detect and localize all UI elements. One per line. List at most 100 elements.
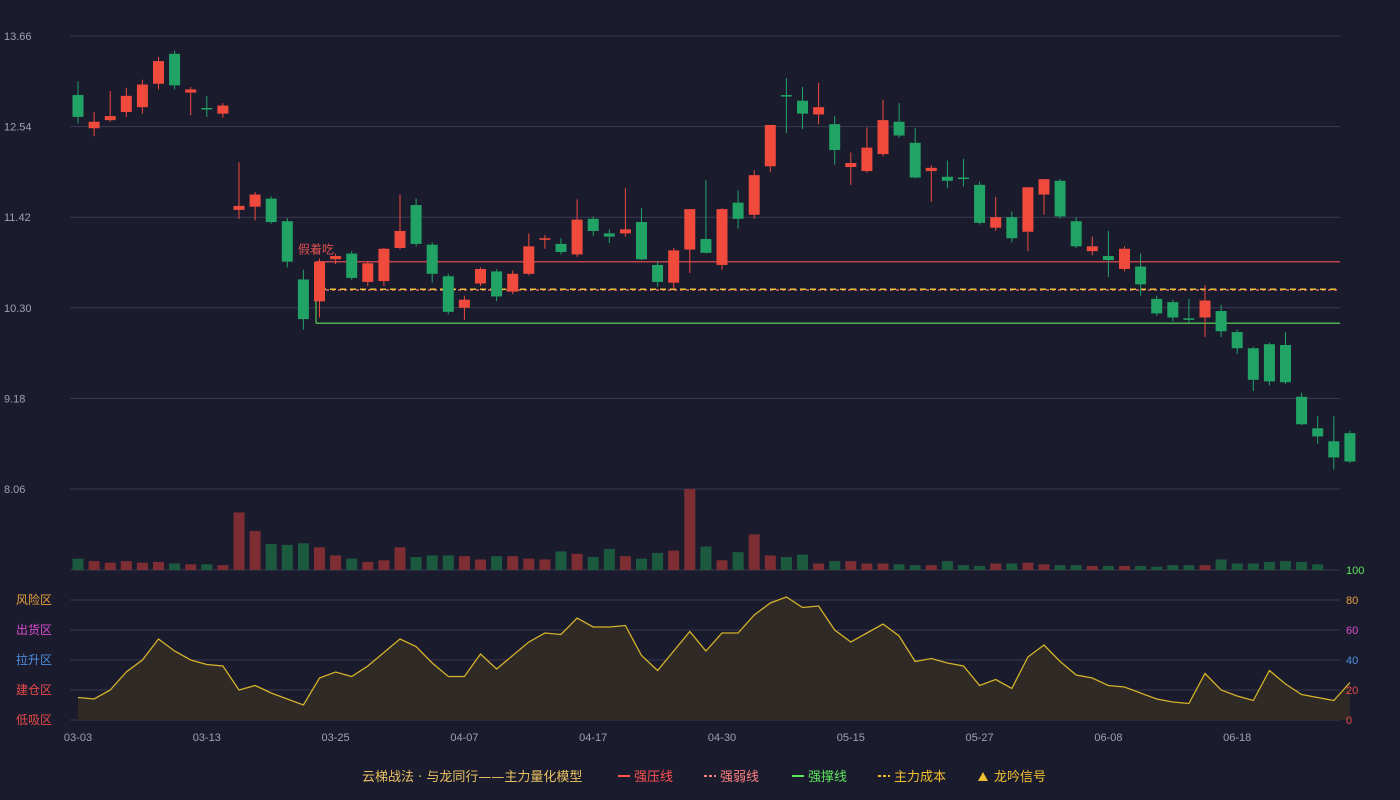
candle-body bbox=[491, 271, 503, 297]
candle-body bbox=[104, 116, 116, 121]
candle-body bbox=[861, 147, 873, 172]
volume-bar bbox=[1183, 565, 1195, 570]
indicator-line bbox=[77, 596, 1351, 706]
candle-body bbox=[1006, 217, 1018, 239]
candle-body bbox=[571, 219, 583, 255]
volume-bar bbox=[233, 512, 245, 570]
indicator-tick-label: 60 bbox=[1346, 625, 1358, 637]
candle-body bbox=[1344, 433, 1356, 462]
volume-bar bbox=[1215, 559, 1227, 570]
price-tick-label: 13.66 bbox=[4, 31, 32, 43]
candle-body bbox=[281, 221, 293, 262]
indicator-axis-ticks: 80 60 40 20 0 bbox=[1346, 595, 1358, 727]
volume-bar bbox=[636, 558, 647, 570]
indicator-zone-label: 风险区 bbox=[16, 592, 52, 607]
date-tick-label: 04-17 bbox=[579, 732, 607, 744]
legend-swatch bbox=[978, 772, 988, 781]
volume-bar bbox=[845, 561, 857, 570]
candle-body bbox=[797, 100, 808, 114]
volume-bar bbox=[1022, 562, 1034, 570]
volume-bars bbox=[72, 489, 1324, 570]
candle-body bbox=[845, 163, 857, 168]
candle-body bbox=[136, 84, 148, 108]
candle-body bbox=[1263, 344, 1275, 382]
indicator-tick-label: 40 bbox=[1346, 655, 1358, 667]
candle-body bbox=[877, 120, 889, 155]
legend-title: 云梯战法 · 与龙同行——主力量化模型 bbox=[362, 770, 582, 785]
candle-body bbox=[539, 238, 551, 240]
volume-bar bbox=[153, 561, 164, 570]
price-axis-ticks: 13.66 12.54 11.42 10.30 9.18 8.06 bbox=[4, 31, 32, 496]
volume-bar bbox=[603, 548, 615, 570]
candle-body bbox=[217, 105, 229, 114]
candle-body bbox=[780, 95, 792, 97]
candle-body bbox=[909, 142, 921, 178]
candle-body bbox=[265, 198, 277, 223]
candle-body bbox=[1231, 332, 1243, 349]
volume-bar bbox=[1296, 561, 1308, 570]
candle-body bbox=[1038, 179, 1050, 195]
candles bbox=[72, 50, 1356, 470]
candle-body bbox=[297, 279, 309, 320]
candle-body bbox=[668, 250, 680, 283]
volume-bar bbox=[1006, 563, 1018, 570]
volume-bar bbox=[314, 547, 325, 570]
price-tick-label: 8.06 bbox=[4, 484, 25, 496]
volume-bar bbox=[1231, 563, 1243, 570]
volume-bar bbox=[458, 556, 470, 570]
volume-bar bbox=[780, 557, 792, 570]
candle-body bbox=[636, 222, 647, 260]
volume-bar bbox=[426, 555, 438, 570]
volume-bar bbox=[249, 531, 261, 570]
volume-bar bbox=[1199, 565, 1211, 570]
volume-axis-label: 100 bbox=[1346, 565, 1364, 577]
candle-body bbox=[974, 184, 986, 223]
volume-bar bbox=[523, 558, 535, 570]
candle-body bbox=[1135, 266, 1147, 285]
date-tick-label: 06-18 bbox=[1223, 732, 1251, 744]
candle-body bbox=[764, 124, 776, 167]
volume-bar bbox=[877, 563, 889, 570]
volume-bar bbox=[1070, 565, 1082, 570]
volume-bar bbox=[120, 561, 132, 570]
candle-body bbox=[426, 244, 438, 274]
volume-bar bbox=[185, 564, 197, 570]
volume-bar bbox=[1135, 565, 1147, 570]
volume-bar bbox=[410, 557, 422, 570]
volume-bar bbox=[1263, 561, 1275, 570]
volume-bar bbox=[941, 561, 953, 570]
candle-body bbox=[233, 205, 245, 210]
volume-bar bbox=[539, 559, 551, 570]
candle-body bbox=[1119, 248, 1130, 269]
candle-body bbox=[732, 202, 744, 219]
legend-item-label: 强撑线 bbox=[808, 770, 847, 785]
candle-body bbox=[1054, 180, 1066, 217]
date-tick-label: 03-25 bbox=[322, 732, 350, 744]
volume-bar bbox=[813, 563, 825, 570]
price-tick-label: 12.54 bbox=[4, 122, 32, 134]
candle-body bbox=[1151, 298, 1163, 314]
volume-bar bbox=[958, 565, 969, 570]
volume-bar bbox=[668, 550, 680, 570]
volume-bar bbox=[893, 564, 905, 570]
candle-body bbox=[1328, 441, 1340, 458]
volume-bar bbox=[619, 556, 631, 570]
volume-bar bbox=[475, 559, 486, 570]
candle-body bbox=[314, 261, 325, 302]
candle-body bbox=[201, 107, 213, 110]
volume-bar bbox=[281, 544, 293, 570]
candle-body bbox=[346, 253, 358, 278]
date-tick-label: 04-30 bbox=[708, 732, 736, 744]
volume-bar bbox=[1119, 565, 1130, 570]
indicator-panel bbox=[70, 596, 1351, 721]
candle-body bbox=[925, 167, 937, 172]
volume-bar bbox=[925, 565, 937, 570]
legend-item-label: 主力成本 bbox=[894, 770, 946, 785]
date-tick-label: 04-07 bbox=[450, 732, 478, 744]
indicator-zone-label: 低吸区 bbox=[16, 713, 52, 727]
candle-body bbox=[378, 248, 390, 282]
candle-body bbox=[1070, 221, 1082, 247]
legend-item-label: 强压线 bbox=[634, 770, 673, 785]
volume-bar bbox=[136, 562, 148, 570]
